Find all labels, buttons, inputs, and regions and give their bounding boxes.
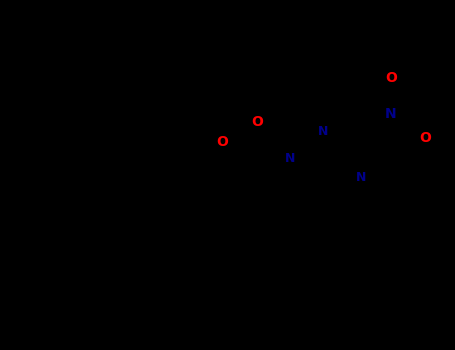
Text: O: O: [385, 71, 397, 85]
Text: O: O: [251, 114, 263, 128]
Text: O: O: [216, 135, 228, 149]
Text: O: O: [420, 131, 432, 145]
Text: N: N: [356, 171, 366, 184]
Text: N: N: [285, 153, 296, 166]
Text: N: N: [318, 125, 329, 138]
Text: N: N: [385, 107, 397, 121]
